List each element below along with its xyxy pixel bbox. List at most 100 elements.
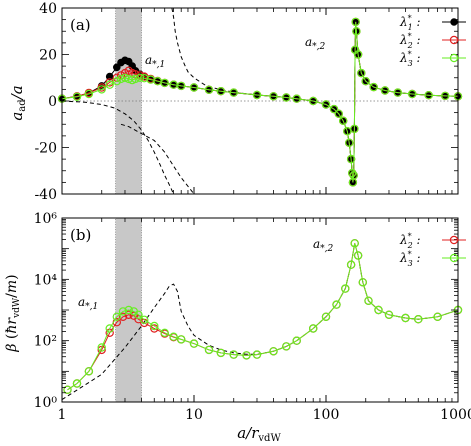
annotation-a-star-2: a*,2 [305, 35, 326, 52]
data-point [414, 315, 423, 324]
data-point [353, 251, 363, 260]
data-point [63, 385, 72, 394]
panel-a: -40 -20 0 20 40 (a) a*,1 a*,2 λ* 1 : λ* 2 : λ*… [8, 1, 466, 203]
data-point [292, 336, 301, 345]
legend-item-lambda3-b: λ* 3 : [399, 250, 466, 268]
data-point [393, 88, 402, 97]
data-point [252, 350, 262, 359]
svg-text:λ*2 :: λ* 2 : [399, 32, 421, 50]
data-point [351, 17, 360, 27]
x-tick-label: 1000 [440, 407, 471, 423]
svg-text:λ*1 :: λ* 1 : [399, 14, 421, 32]
data-point [120, 73, 130, 83]
data-point [329, 104, 339, 114]
svg-text:λ*3 :: λ* 3 : [399, 250, 421, 268]
data-point [216, 86, 226, 96]
data-point [84, 367, 94, 376]
data-point [189, 83, 199, 92]
annotation-b-star-2: a*,2 [313, 237, 334, 254]
data-point [353, 50, 363, 59]
data-point [309, 324, 318, 333]
legend-a: λ* 1 : λ* 2 : λ* 3 : [399, 14, 466, 68]
data-point [369, 82, 378, 92]
svg-text:λ*3 :: λ* 3 : [399, 50, 421, 68]
data-point [124, 305, 133, 315]
data-point [160, 78, 169, 88]
data-point [282, 93, 291, 102]
data-point [401, 313, 410, 323]
y-tick-label: 20 [39, 48, 57, 64]
y-tick-label: 10⁴ [34, 272, 58, 288]
y-tick-label: 10² [34, 334, 57, 350]
series-a [57, 17, 463, 187]
data-point [321, 312, 331, 321]
y-axis-label-a: aad/a [8, 85, 28, 120]
data-point [269, 347, 278, 356]
legend-item-lambda2-b: λ* 2 : [399, 232, 466, 250]
annotation-b-star-1: a*,1 [78, 295, 98, 312]
legend-item-lambda2: λ* 2 : [399, 32, 466, 50]
data-point [346, 154, 356, 164]
data-point [352, 27, 361, 36]
data-point [441, 91, 450, 101]
data-point [216, 348, 226, 358]
data-point [84, 89, 94, 99]
data-point [345, 138, 354, 147]
data-point [364, 296, 373, 305]
dashed-curve-0 [120, 123, 353, 195]
data-point [118, 312, 128, 321]
y-tick-label: 10⁰ [34, 395, 58, 411]
data-point [408, 89, 417, 99]
ticks-a: -40 -20 0 20 40 [34, 1, 459, 203]
data-point [204, 345, 214, 355]
data-point [346, 260, 356, 269]
dashed-curve-2 [171, 7, 353, 174]
data-point [134, 315, 143, 324]
x-tick-label: 1 [58, 407, 67, 423]
data-point [72, 379, 82, 388]
legend-item-lambda1: λ* 1 : [399, 14, 466, 32]
y-tick-label: -40 [34, 187, 57, 203]
x-tick-label: 10 [185, 407, 203, 423]
data-point [204, 85, 214, 95]
data-point [433, 312, 442, 321]
data-point [229, 88, 238, 97]
data-point [150, 321, 159, 331]
data-point [160, 328, 169, 337]
y-tick-label: 0 [48, 94, 57, 110]
data-point [332, 300, 341, 309]
data-point [339, 116, 348, 126]
ticks-b: 1 10 100 1000 10⁰ 10² 10⁴ 10⁶ [34, 211, 471, 423]
series-b [63, 239, 463, 394]
data-point [189, 339, 199, 348]
y-axis-label-b: β (ħrvdW/m) [4, 274, 22, 352]
data-point [105, 324, 114, 333]
data-point [242, 351, 251, 360]
panel-b-label: (b) [70, 226, 91, 244]
data-point [169, 332, 178, 341]
data-point [348, 168, 357, 178]
x-tick-label: 100 [313, 407, 340, 423]
y-tick-label: -20 [34, 141, 57, 157]
data-point [374, 305, 383, 315]
data-point [112, 312, 122, 321]
data-point [292, 94, 301, 103]
data-point [309, 96, 318, 106]
data-point [269, 92, 278, 101]
data-point [361, 76, 370, 86]
data-point [97, 343, 106, 352]
data-point [358, 278, 367, 287]
data-point [229, 350, 238, 359]
data-point [334, 109, 343, 119]
data-point [176, 335, 186, 344]
data-point [105, 80, 114, 89]
legend-item-lambda3: λ* 3 : [399, 50, 466, 68]
data-point [282, 342, 291, 351]
data-point [135, 73, 145, 83]
data-point [113, 63, 121, 72]
data-point [384, 310, 394, 319]
data-point [176, 81, 186, 91]
data-point [380, 86, 390, 95]
data-point [118, 307, 128, 316]
